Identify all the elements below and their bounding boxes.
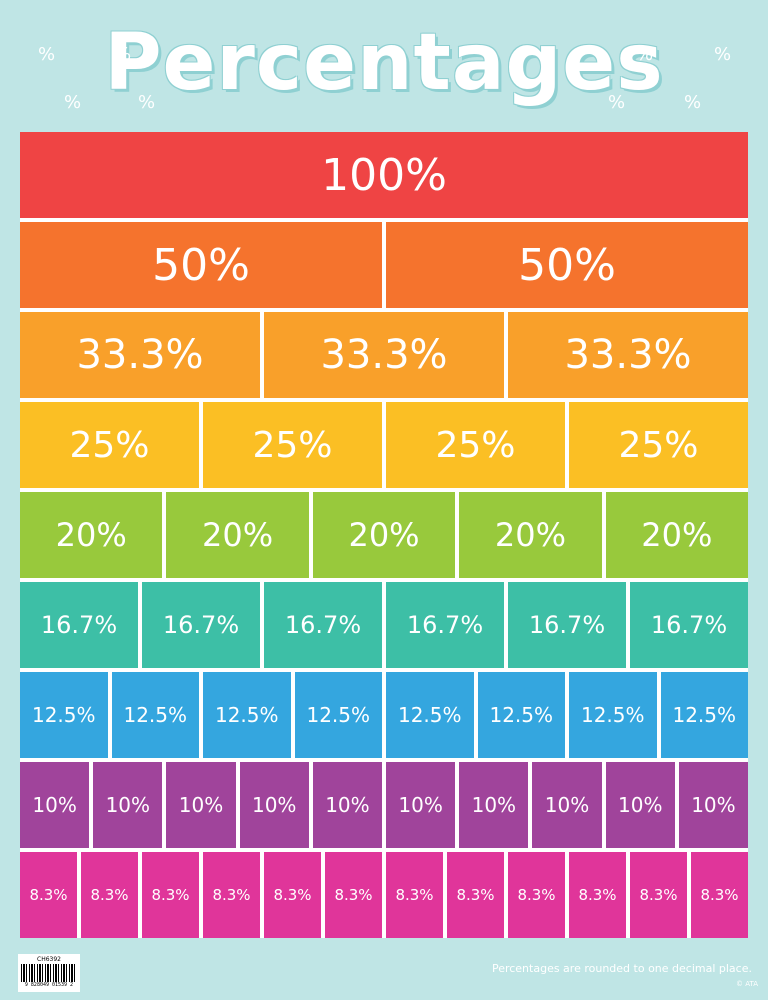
percent-row: 50% 50% [20, 222, 748, 308]
percent-cell: 12.5% [660, 672, 748, 758]
percent-row: 10% 10% 10% 10% 10% 10% 10% 10% 10% 10% [20, 762, 749, 848]
percent-cell: 20% [459, 492, 602, 578]
percent-cell: 8.3% [81, 852, 138, 938]
percent-cell: 20% [20, 492, 163, 578]
percent-decoration: % [38, 44, 56, 65]
percent-cell: 8.3% [142, 852, 199, 938]
percent-cell: 12.5% [203, 672, 291, 758]
percent-decoration: % [138, 92, 156, 113]
barcode-number: 9 828049 01539 2 [24, 982, 74, 988]
percent-row: 33.3% 33.3% 33.3% [20, 312, 748, 398]
percent-cell: 10% [605, 762, 675, 848]
percent-cell: 8.3% [691, 852, 748, 938]
percent-cell: 20% [605, 492, 749, 578]
percent-row: 16.7% 16.7% 16.7% 16.7% 16.7% 16.7% [20, 582, 748, 668]
percent-cell: 33.3% [264, 312, 504, 398]
percent-row: 20% 20% 20% 20% 20% [20, 492, 749, 578]
percent-cell: 25% [569, 402, 748, 488]
percent-cell: 8.3% [264, 852, 321, 938]
percent-cell: 16.7% [20, 582, 138, 668]
percent-cell: 16.7% [142, 582, 260, 668]
percent-decoration: % [114, 44, 132, 65]
percent-cell: 10% [166, 762, 236, 848]
percent-cell: 100% [20, 132, 748, 218]
percent-cell: 10% [312, 762, 383, 848]
rounding-footnote: Percentages are rounded to one decimal p… [491, 962, 752, 975]
percent-cell: 20% [312, 492, 456, 578]
percent-cell: 8.3% [325, 852, 382, 938]
percent-row: 8.3% 8.3% 8.3% 8.3% 8.3% 8.3% 8.3% 8.3% 8.3% 8.3%… [20, 852, 748, 938]
percent-cell: 25% [20, 402, 199, 488]
percent-cell: 10% [678, 762, 749, 848]
percent-cell: 12.5% [294, 672, 382, 758]
product-code: CH6392 [37, 956, 61, 963]
percent-cell: 10% [239, 762, 309, 848]
percent-cell: 12.5% [477, 672, 565, 758]
percent-decoration: % [64, 92, 82, 113]
percent-cell: 16.7% [386, 582, 504, 668]
fraction-grid: 100% 50% 50% 33.3% 33.3% 33.3% 25% 25% 25% 25% 20%… [20, 132, 749, 938]
copyright: © ATA [736, 980, 758, 988]
poster-title: Percentages [104, 18, 664, 108]
percent-cell: 33.3% [508, 312, 748, 398]
percent-decoration: % [714, 44, 732, 65]
percent-cell: 8.3% [447, 852, 504, 938]
barcode-bars-icon [21, 964, 77, 982]
percent-cell: 33.3% [20, 312, 260, 398]
percent-cell: 50% [20, 222, 382, 308]
percent-cell: 8.3% [20, 852, 77, 938]
percent-cell: 12.5% [20, 672, 108, 758]
percent-cell: 8.3% [569, 852, 626, 938]
percent-cell: 25% [386, 402, 565, 488]
percent-cell: 12.5% [569, 672, 657, 758]
percent-cell: 16.7% [264, 582, 382, 668]
percent-cell: 8.3% [386, 852, 443, 938]
percent-decoration: % [684, 92, 702, 113]
percent-row: 100% [20, 132, 748, 218]
percent-cell: 8.3% [508, 852, 565, 938]
percent-cell: 10% [386, 762, 456, 848]
percent-cell: 16.7% [630, 582, 748, 668]
percent-decoration: % [636, 44, 654, 65]
barcode: CH6392 9 828049 01539 2 [18, 954, 80, 992]
percent-cell: 20% [166, 492, 309, 578]
percent-cell: 25% [203, 402, 382, 488]
percent-cell: 10% [459, 762, 529, 848]
percent-row: 12.5% 12.5% 12.5% 12.5% 12.5% 12.5% 12.5% 12.5% [20, 672, 748, 758]
percent-row: 25% 25% 25% 25% [20, 402, 748, 488]
percent-cell: 12.5% [111, 672, 199, 758]
percent-decoration: % [608, 92, 626, 113]
percent-cell: 10% [532, 762, 602, 848]
percent-cell: 10% [20, 762, 90, 848]
percent-cell: 8.3% [203, 852, 260, 938]
percent-cell: 12.5% [386, 672, 474, 758]
percent-cell: 8.3% [630, 852, 687, 938]
percent-cell: 10% [93, 762, 163, 848]
percent-cell: 16.7% [508, 582, 626, 668]
percent-cell: 50% [386, 222, 748, 308]
